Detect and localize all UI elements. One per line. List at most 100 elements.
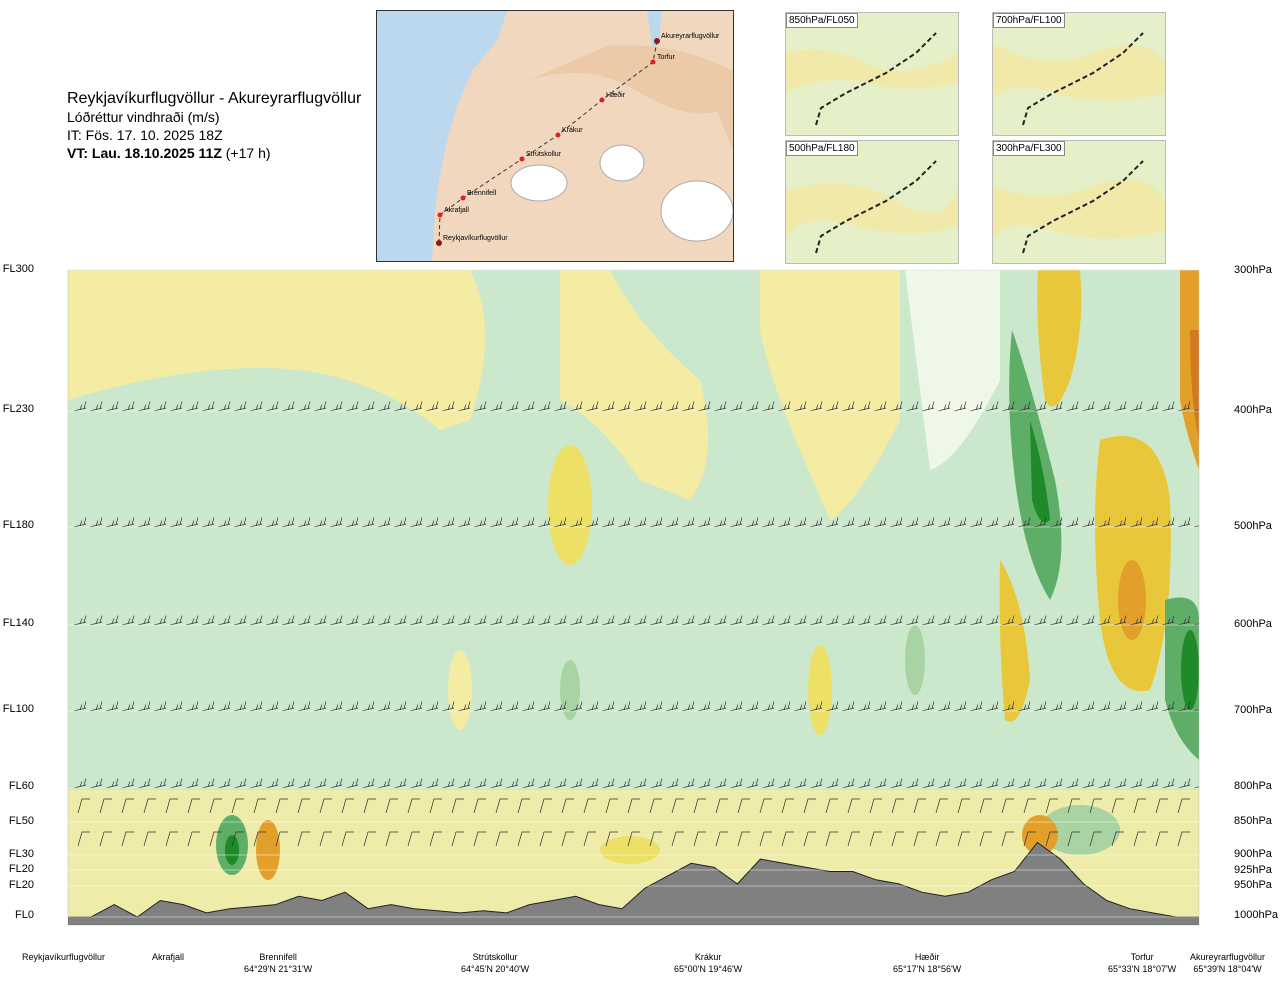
- field-mid-up-2: [448, 650, 472, 730]
- wind-barb: [1001, 517, 1015, 528]
- wind-barb: [1145, 517, 1159, 528]
- map-point-label: Strútskollur: [526, 151, 562, 158]
- wind-barb: [505, 615, 519, 626]
- variable-label: Lóðréttur vindhraði (m/s): [67, 109, 220, 125]
- wind-barb: [537, 401, 551, 412]
- wind-barb: [73, 701, 87, 712]
- wind-barb: [969, 778, 983, 789]
- wind-barb: [922, 270, 924, 271]
- wind-barb: [617, 778, 631, 789]
- wind-barb-low: [979, 831, 992, 847]
- wind-barb-low: [913, 831, 926, 847]
- wind-barb: [1193, 409, 1199, 412]
- wind-barb: [314, 270, 316, 271]
- thumb-850-label: 850hPa/FL050: [786, 13, 858, 28]
- wind-barb: [618, 270, 620, 271]
- wind-barb: [1066, 270, 1068, 271]
- wind-barb: [1129, 615, 1143, 626]
- wind-barb: [569, 615, 583, 626]
- thumb-700[interactable]: 700hPa/FL100: [992, 12, 1166, 136]
- wind-barb-low: [429, 798, 442, 814]
- wind-barb-low: [165, 798, 178, 814]
- map-highlands: [527, 45, 733, 151]
- wind-barb: [585, 517, 599, 528]
- wind-barb: [409, 615, 423, 626]
- wind-barb: [249, 517, 263, 528]
- wind-barb: [377, 701, 391, 712]
- wind-barb: [841, 401, 855, 412]
- wind-barb: [153, 401, 167, 412]
- wind-barb: [953, 778, 967, 789]
- wind-barb: [953, 401, 967, 412]
- thumb-850[interactable]: 850hPa/FL050: [785, 12, 959, 136]
- wind-barb: [841, 517, 855, 528]
- wind-barb: [649, 517, 663, 528]
- wind-barb-low: [869, 831, 882, 847]
- wind-barb: [361, 778, 375, 789]
- wind-barb: [809, 517, 823, 528]
- wind-barb-low: [429, 831, 442, 847]
- wind-barb: [1049, 517, 1063, 528]
- wind-barb: [330, 270, 332, 271]
- wind-barb: [425, 778, 439, 789]
- level-left-label: FL30: [8, 848, 34, 860]
- thumb-300[interactable]: 300hPa/FL300: [992, 140, 1166, 264]
- wind-barb-low: [627, 831, 640, 847]
- wind-barb: [1002, 270, 1004, 271]
- field-core-up-3b: [1118, 560, 1146, 640]
- wind-barb-low: [737, 798, 750, 814]
- thumb-300-label: 300hPa/FL300: [993, 141, 1065, 156]
- wind-barb: [457, 778, 471, 789]
- wind-barb-low: [275, 831, 288, 847]
- wind-barb: [1097, 701, 1111, 712]
- wind-barb: [553, 517, 567, 528]
- wind-barb: [297, 615, 311, 626]
- wind-barb: [1161, 517, 1175, 528]
- wind-barb: [650, 270, 652, 271]
- wind-barb-low: [737, 831, 750, 847]
- wind-barb: [906, 270, 908, 271]
- wind-barb-low: [759, 798, 772, 814]
- wind-barb: [585, 401, 599, 412]
- wind-barb: [1193, 709, 1199, 712]
- wind-barb: [1161, 701, 1175, 712]
- wind-barb: [601, 701, 615, 712]
- wind-barb: [121, 778, 135, 789]
- wind-barb: [793, 401, 807, 412]
- wind-barb: [521, 701, 535, 712]
- wind-barb-low: [1133, 831, 1146, 847]
- wind-barb-low: [473, 798, 486, 814]
- wind-barb-low: [825, 798, 838, 814]
- wind-barb: [729, 615, 743, 626]
- wind-barb: [489, 401, 503, 412]
- wind-barb: [282, 270, 284, 271]
- wind-barb-low: [1089, 798, 1102, 814]
- wind-barb: [169, 701, 183, 712]
- wind-barb: [793, 701, 807, 712]
- wind-barb: [345, 778, 359, 789]
- thumb-300-svg: [993, 141, 1165, 263]
- wind-barb: [297, 701, 311, 712]
- wind-barb-low: [451, 798, 464, 814]
- wind-barb: [506, 270, 508, 271]
- wind-barb-low: [297, 798, 310, 814]
- wind-barb: [617, 401, 631, 412]
- wind-barb: [617, 701, 631, 712]
- wind-barb: [441, 401, 455, 412]
- wind-barb: [1018, 270, 1020, 271]
- wind-barb-low: [187, 798, 200, 814]
- level-right-label: 700hPa: [1234, 704, 1272, 716]
- wind-barb-low: [99, 831, 112, 847]
- wind-barb: [249, 701, 263, 712]
- thumb-500[interactable]: 500hPa/FL180: [785, 140, 959, 264]
- field-upper-west-up: [68, 270, 485, 430]
- field-bl-down-1b: [225, 835, 239, 865]
- station-label: Torfur 65°33'N 18°07'W: [1108, 951, 1176, 975]
- wind-barb-low: [957, 798, 970, 814]
- level-left-label: FL300: [2, 263, 34, 275]
- wind-barb: [409, 778, 423, 789]
- wind-barb: [346, 270, 348, 271]
- wind-barb: [809, 778, 823, 789]
- wind-barb: [921, 517, 935, 528]
- wind-barb: [1097, 615, 1111, 626]
